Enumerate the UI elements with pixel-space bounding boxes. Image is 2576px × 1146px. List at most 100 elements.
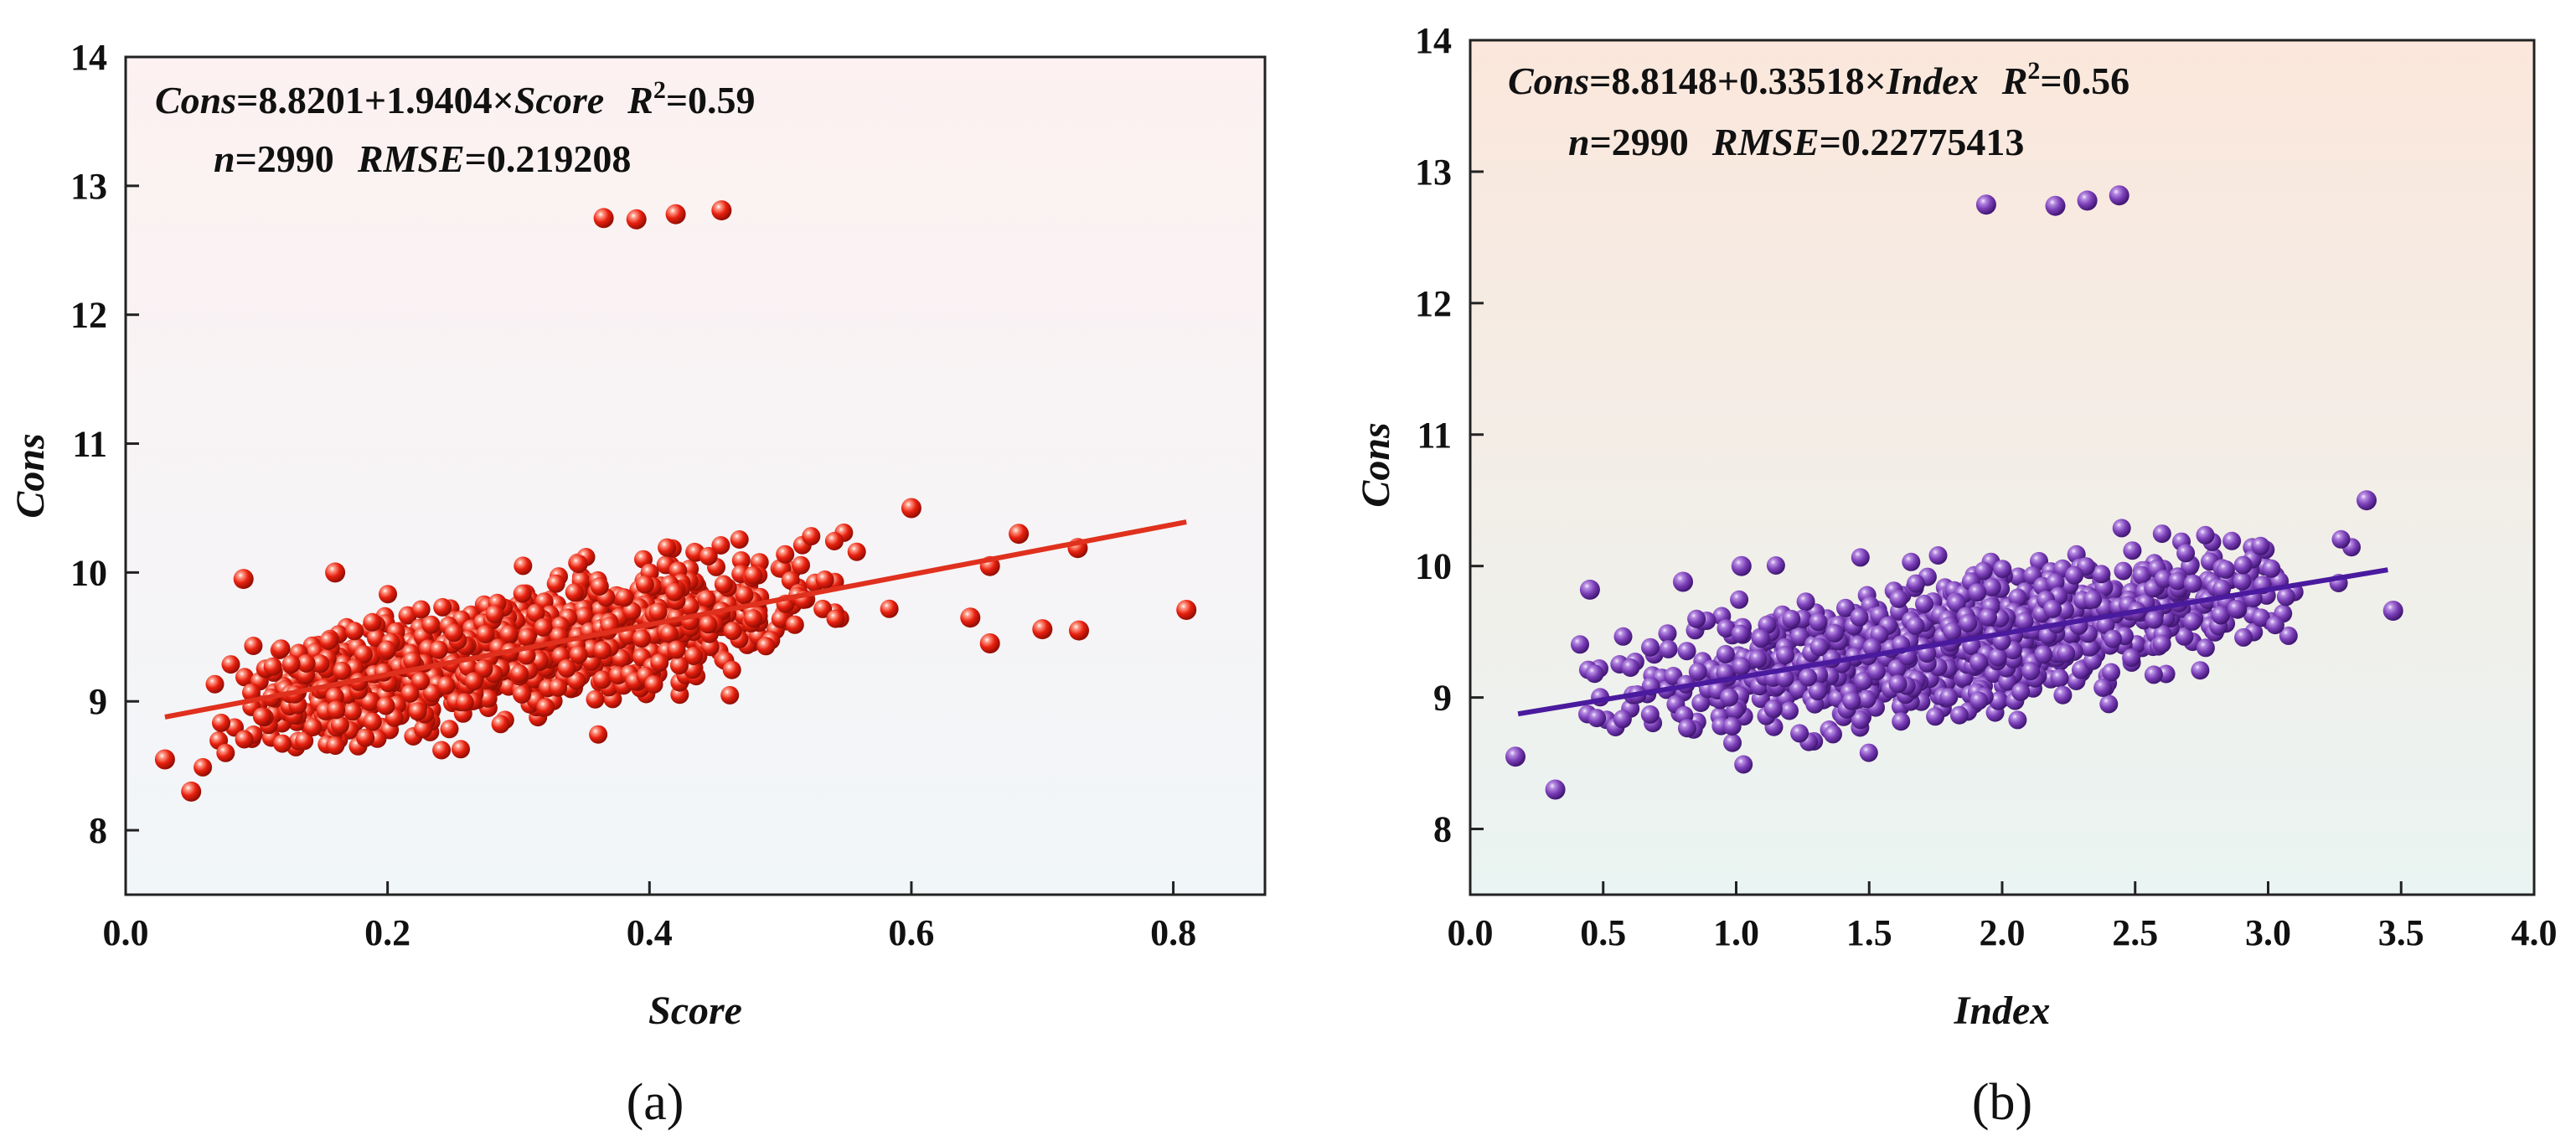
scatter-point [699, 546, 718, 565]
scatter-point [2276, 587, 2295, 607]
y-tick-label-a-3: 11 [72, 424, 107, 465]
y-tick-label-b-3: 11 [1417, 415, 1452, 456]
scatter-point [379, 585, 397, 604]
y-tick-label-b-0: 8 [1433, 809, 1452, 850]
scatter-point [1836, 598, 1855, 617]
y-axis-a: 8 9 10 11 12 13 14 [70, 37, 139, 851]
scatter-point [330, 715, 349, 735]
eq-rmse-value-b: =0.22775413 [1820, 121, 2025, 163]
scatter-point [1763, 699, 1783, 719]
scatter-point [2144, 665, 2163, 684]
scatter-point [1780, 701, 1799, 720]
eq-r2-symbol-b: R [2001, 59, 2028, 102]
scatter-point [1790, 724, 1809, 743]
scatter-point [1851, 548, 1870, 567]
equation-line1-b: Cons=8.8148+0.33518×Index R2=0.56 [1508, 57, 2129, 102]
scatter-point [711, 536, 730, 555]
eq-n-symbol-a: n [214, 137, 235, 180]
scatter-point [360, 692, 379, 711]
scatter-point [744, 565, 763, 585]
scatter-point [2008, 710, 2027, 730]
scatter-point [2122, 648, 2141, 668]
scatter-point [1734, 755, 1753, 774]
outlier-point-b-4 [2382, 601, 2403, 621]
eq-rmse-symbol-b: RMSE [1711, 121, 1820, 163]
scatter-point [297, 653, 316, 673]
scatter-point [1621, 658, 1640, 677]
x-tick-label-a-0: 0.0 [103, 912, 149, 953]
scatter-point [1716, 619, 1736, 638]
scatter-point [1888, 674, 1907, 694]
scatter-point [526, 603, 545, 622]
scatter-point [771, 609, 790, 628]
y-axis-title-a: Cons [8, 433, 53, 518]
scatter-point [432, 741, 452, 760]
outlier-points-a [154, 200, 1197, 802]
x-tick-label-b-5: 2.5 [2112, 912, 2158, 953]
x-tick-label-b-6: 3.0 [2245, 912, 2291, 953]
scatter-point [730, 530, 749, 549]
outlier-point-a-13 [181, 781, 202, 802]
outlier-point-a-4 [1176, 600, 1197, 620]
scatter-point [589, 725, 608, 744]
scatter-point [303, 718, 323, 736]
y-tick-label-b-6: 14 [1415, 20, 1452, 61]
scatter-point [1842, 691, 1861, 710]
scatter-point [1571, 635, 1589, 654]
scatter-point [2222, 531, 2242, 550]
eq-r2-exp-b: 2 [2027, 57, 2040, 85]
scatter-point [281, 654, 301, 674]
scatter-point [615, 588, 634, 607]
scatter-point [1776, 646, 1795, 664]
scatter-point [2083, 590, 2103, 609]
eq-rmse-value-a: =0.219208 [465, 137, 632, 180]
scatter-point [592, 670, 612, 689]
outlier-point-a-15 [233, 569, 254, 590]
outlier-point-b-10 [1579, 579, 1600, 600]
outlier-point-b-6 [1545, 779, 1566, 800]
x-tick-label-b-0: 0.0 [1448, 912, 1494, 953]
scatter-point [433, 597, 452, 617]
scatter-point [205, 674, 225, 694]
scatter-point [1993, 560, 2012, 579]
eq-r2-value-a: =0.59 [666, 79, 756, 121]
scatter-point [499, 625, 519, 644]
scatter-point [567, 671, 586, 690]
scatter-point [792, 555, 810, 575]
scatter-point [534, 617, 553, 637]
scatter-point [476, 625, 495, 643]
outlier-point-b-1 [2045, 195, 2066, 216]
eq-n-value-b: =2990 [1590, 121, 1689, 163]
scatter-point [1947, 594, 1966, 612]
scatter-point [847, 542, 866, 561]
scatter-point [667, 640, 686, 659]
scatter-point [565, 583, 584, 602]
scatter-point [744, 609, 762, 628]
scatter-point [684, 647, 703, 665]
scatter-point [2233, 571, 2252, 591]
scatter-point [722, 660, 741, 679]
x-axis-title-a: Score [648, 989, 742, 1033]
outlier-point-b-5 [2357, 490, 2377, 511]
scatter-point [557, 658, 576, 678]
scatter-point [2145, 610, 2164, 629]
scatter-point [235, 730, 254, 749]
scatter-point [1809, 638, 1829, 657]
outlier-point-a-8 [1009, 524, 1030, 545]
scatter-point [356, 728, 375, 747]
scatter-point [429, 640, 448, 659]
eq-n-symbol-b: n [1568, 121, 1590, 163]
scatter-point [295, 731, 314, 751]
scatter-point [513, 584, 532, 603]
scatter-point [408, 702, 427, 721]
eq-rhs-var-b: Index [1886, 59, 1979, 102]
y-tick-label-a-4: 12 [70, 295, 107, 336]
scatter-point [549, 678, 567, 697]
scatter-point [2279, 626, 2298, 645]
scatter-point [622, 601, 642, 621]
scatter-point [194, 757, 213, 777]
scatter-point [2015, 612, 2034, 631]
scatter-point [2191, 661, 2210, 680]
scatter-point [2011, 682, 2031, 701]
